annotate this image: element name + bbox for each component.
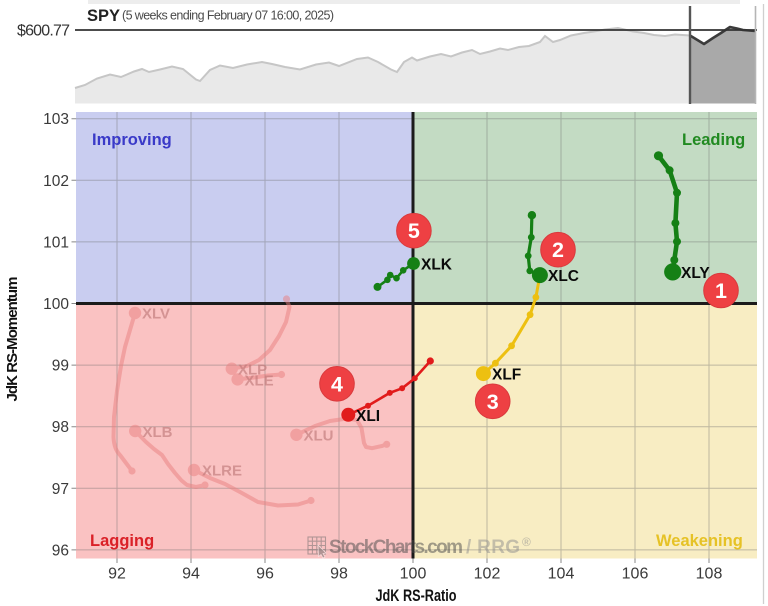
svg-text:96: 96 <box>52 542 69 559</box>
svg-text:1: 1 <box>715 279 727 303</box>
svg-text:92: 92 <box>108 566 126 583</box>
svg-text:®: ® <box>522 535 531 549</box>
svg-text:(5 weeks ending February 07 16: (5 weeks ending February 07 16:00, 2025) <box>122 9 334 23</box>
svg-text:5: 5 <box>408 219 420 243</box>
svg-text:Weakening: Weakening <box>656 532 743 550</box>
svg-text:100: 100 <box>43 296 69 313</box>
svg-text:101: 101 <box>43 234 69 251</box>
svg-text:99: 99 <box>52 358 69 375</box>
svg-text:106: 106 <box>622 566 649 583</box>
svg-text:108: 108 <box>696 566 723 583</box>
svg-text:XLP: XLP <box>238 362 267 379</box>
svg-text:102: 102 <box>43 173 69 190</box>
svg-text:Improving: Improving <box>92 131 172 149</box>
svg-text:4: 4 <box>331 372 343 396</box>
svg-text:XLRE: XLRE <box>202 463 242 480</box>
svg-text:102: 102 <box>474 566 501 583</box>
svg-text:98: 98 <box>52 419 69 436</box>
svg-text:94: 94 <box>182 566 200 583</box>
svg-text:2: 2 <box>552 238 564 262</box>
svg-text:XLB: XLB <box>143 424 173 441</box>
svg-text:XLE: XLE <box>245 373 274 390</box>
svg-text:XLF: XLF <box>492 366 521 383</box>
svg-text:98: 98 <box>330 566 348 583</box>
svg-text:XLI: XLI <box>356 408 380 425</box>
svg-text:JdK RS-Momentum: JdK RS-Momentum <box>4 277 21 402</box>
svg-text:StockCharts.com: StockCharts.com <box>329 537 463 558</box>
svg-text:Lagging: Lagging <box>90 532 154 550</box>
svg-text:XLC: XLC <box>548 268 579 285</box>
svg-text:XLK: XLK <box>421 256 453 273</box>
svg-text:96: 96 <box>256 566 274 583</box>
svg-text:SPY: SPY <box>87 7 120 25</box>
svg-text:/ RRG: / RRG <box>466 537 520 558</box>
svg-text:97: 97 <box>52 481 69 498</box>
svg-text:100: 100 <box>400 566 427 583</box>
svg-text:104: 104 <box>548 566 575 583</box>
svg-text:XLV: XLV <box>142 306 170 323</box>
svg-text:Leading: Leading <box>682 131 745 149</box>
svg-text:103: 103 <box>43 111 69 128</box>
svg-text:XLU: XLU <box>304 428 334 445</box>
svg-text:$600.77: $600.77 <box>17 23 70 40</box>
svg-text:XLY: XLY <box>681 265 710 282</box>
svg-text:JdK RS-Ratio: JdK RS-Ratio <box>376 587 457 605</box>
svg-text:3: 3 <box>487 390 499 414</box>
